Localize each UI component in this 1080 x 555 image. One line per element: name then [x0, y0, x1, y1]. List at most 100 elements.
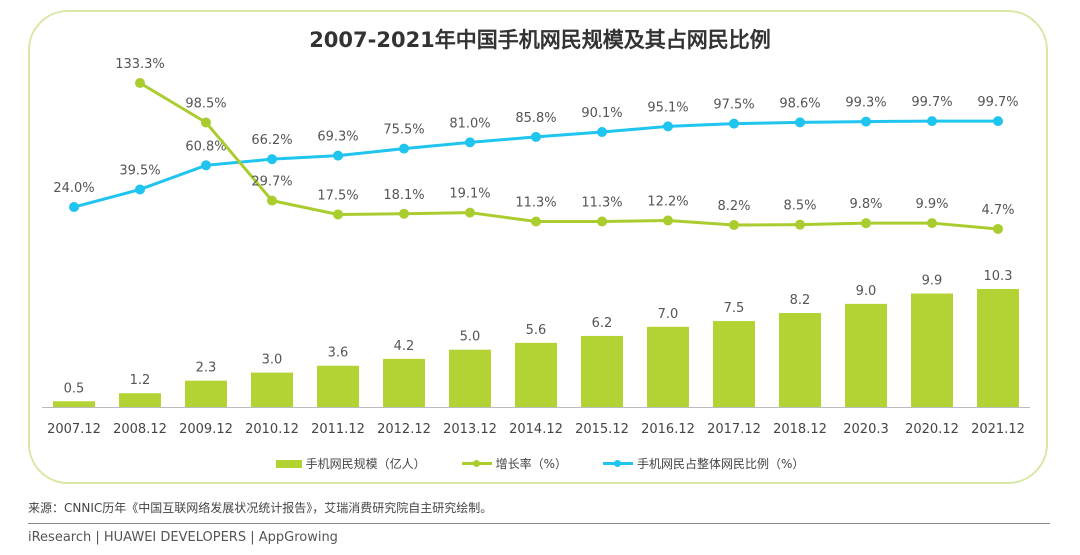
bar	[581, 335, 623, 407]
x-tick-label: 2016.12	[641, 422, 695, 437]
source-note: 来源：CNNIC历年《中国互联网络发展状况统计报告》，艾瑞消费研究院自主研究绘制…	[28, 501, 493, 515]
bar	[383, 358, 425, 407]
bar-data-label: 7.0	[658, 307, 679, 322]
bar-data-label: 6.2	[592, 316, 613, 331]
bar	[515, 342, 557, 407]
share-point	[663, 121, 673, 132]
bar-data-label: 5.6	[526, 323, 547, 338]
bar	[449, 349, 491, 407]
credits: iResearch | HUAWEI DEVELOPERS | AppGrowi…	[28, 530, 338, 545]
x-tick-label: 2007.12	[47, 422, 101, 437]
legend-item-growth: 增长率（%）	[461, 455, 567, 472]
legend: 手机网民规模（亿人） 增长率（%） 手机网民占整体网民比例（%）	[0, 455, 1080, 472]
growth-point	[993, 223, 1003, 234]
growth-point	[333, 209, 343, 220]
bar	[647, 326, 689, 407]
bar-data-label: 10.3	[984, 269, 1013, 284]
growth-point	[531, 216, 541, 227]
x-tick-label: 2013.12	[443, 422, 497, 437]
share-data-label: 90.1%	[581, 106, 622, 121]
share-point	[597, 127, 607, 138]
x-tick-label: 2020.3	[843, 422, 889, 437]
bar-data-label: 5.0	[460, 330, 481, 345]
growth-point	[729, 219, 739, 230]
share-point	[729, 118, 739, 129]
x-tick-label: 2015.12	[575, 422, 629, 437]
bar	[119, 393, 161, 407]
share-point	[993, 116, 1003, 127]
growth-data-label: 17.5%	[317, 188, 358, 203]
bar-data-label: 9.9	[922, 274, 943, 289]
bar-data-label: 1.2	[130, 373, 151, 388]
share-point	[861, 116, 871, 127]
bar-data-label: 3.0	[262, 353, 283, 368]
legend-label-share: 手机网民占整体网民比例（%）	[637, 457, 805, 471]
bar	[911, 293, 953, 407]
chart-frame	[28, 10, 1048, 484]
chart-plot: 0.5 1.2 2.3 3.0 3.6 4.2 5.0 5.6 6.2 7.0 7.5 8.2 9.0 9…	[42, 57, 1030, 437]
share-data-label: 98.6%	[779, 96, 820, 111]
bar	[713, 321, 755, 407]
bar-data-label: 3.6	[328, 346, 349, 361]
bar	[977, 288, 1019, 407]
growth-data-label: 19.1%	[449, 187, 490, 202]
share-data-label: 24.0%	[53, 181, 94, 196]
growth-data-label: 4.7%	[981, 203, 1014, 218]
x-tick-label: 2021.12	[971, 422, 1025, 437]
x-tick-label: 2009.12	[179, 422, 233, 437]
x-tick-label: 2020.12	[905, 422, 959, 437]
bar	[845, 303, 887, 407]
x-tick-label: 2017.12	[707, 422, 761, 437]
growth-data-label: 8.2%	[717, 199, 750, 214]
share-data-label: 69.3%	[317, 130, 358, 145]
bar	[53, 401, 95, 407]
bar-data-label: 8.2	[790, 293, 811, 308]
share-data-label: 99.7%	[977, 95, 1018, 110]
growth-point	[597, 216, 607, 227]
growth-data-label: 98.5%	[185, 97, 226, 112]
footer-divider	[28, 523, 1050, 524]
share-point	[135, 184, 145, 195]
bar-data-label: 9.0	[856, 284, 877, 299]
share-data-label: 95.1%	[647, 100, 688, 115]
share-data-label: 75.5%	[383, 123, 424, 138]
bar-data-label: 0.5	[64, 381, 85, 396]
growth-point	[399, 208, 409, 219]
growth-data-label: 11.3%	[581, 195, 622, 210]
share-data-label: 99.3%	[845, 96, 886, 111]
growth-point	[663, 215, 673, 226]
growth-line	[139, 81, 999, 231]
share-data-label: 97.5%	[713, 98, 754, 113]
bar	[317, 365, 359, 407]
legend-swatch-growth	[461, 460, 492, 467]
chart-title: 2007-2021年中国手机网民规模及其占网民比例	[309, 28, 771, 52]
x-tick-label: 2018.12	[773, 422, 827, 437]
growth-point	[795, 219, 805, 230]
growth-data-label: 9.8%	[849, 197, 882, 212]
growth-point	[267, 195, 277, 206]
share-data-label: 81.0%	[449, 116, 490, 131]
share-point	[267, 154, 277, 165]
growth-data-label: 11.3%	[515, 195, 556, 210]
share-point	[69, 202, 79, 213]
legend-swatch-share	[603, 460, 633, 467]
growth-data-label: 133.3%	[115, 57, 165, 72]
x-tick-label: 2014.12	[509, 422, 563, 437]
share-point	[201, 160, 211, 171]
share-point	[465, 137, 475, 148]
share-data-label: 39.5%	[119, 163, 160, 178]
share-data-label: 85.8%	[515, 111, 556, 126]
share-point	[531, 131, 541, 142]
legend-label-growth: 增长率（%）	[495, 457, 567, 471]
growth-point	[927, 218, 937, 229]
growth-data-label: 9.9%	[915, 197, 948, 212]
share-point	[333, 150, 343, 161]
share-data-label: 60.8%	[185, 139, 226, 154]
x-tick-label: 2008.12	[113, 422, 167, 437]
bar-data-label: 4.2	[394, 339, 415, 354]
growth-data-label: 29.7%	[251, 175, 292, 190]
share-data-label: 99.7%	[911, 95, 952, 110]
growth-data-label: 12.2%	[647, 194, 688, 209]
share-data-label: 66.2%	[251, 133, 292, 148]
bar	[251, 372, 293, 407]
